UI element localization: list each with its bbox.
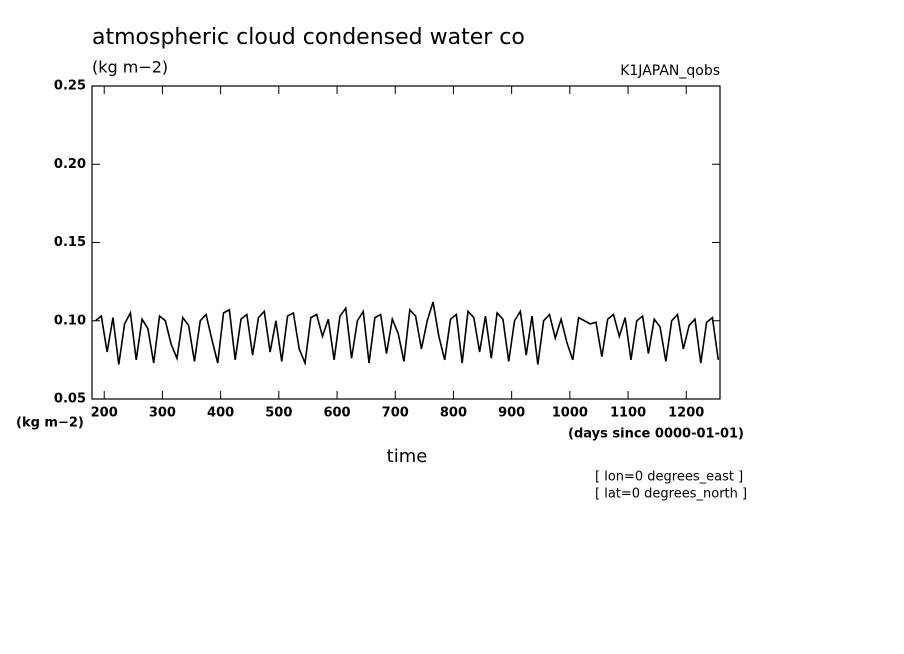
chart-title: atmospheric cloud condensed water co <box>92 25 525 50</box>
x-tick-label: 1000 <box>552 406 588 421</box>
x-unit-label: (days since 0000-01-01) <box>568 427 744 442</box>
annotation: [ lat=0 degrees_north ] <box>595 487 747 502</box>
x-tick-label: 600 <box>323 406 350 421</box>
subtitle: (kg m−2) <box>92 58 168 77</box>
x-tick-label: 500 <box>265 406 292 421</box>
data-line <box>94 301 720 367</box>
x-axis-label: time <box>387 446 428 467</box>
x-tick-label: 1100 <box>610 406 646 421</box>
y-tick-label: 0.25 <box>54 79 86 94</box>
x-tick-label: 800 <box>440 406 467 421</box>
y-tick-label: 0.10 <box>54 313 86 328</box>
x-tick-label: 200 <box>91 406 118 421</box>
dataset-label: K1JAPAN_qobs <box>620 63 720 79</box>
y-tick-label: 0.05 <box>54 392 86 407</box>
y-unit-label: (kg m−2) <box>16 416 84 431</box>
x-tick-label: 300 <box>149 406 176 421</box>
y-tick-label: 0.20 <box>54 157 86 172</box>
x-tick-label: 700 <box>382 406 409 421</box>
y-tick-label: 0.15 <box>54 235 86 250</box>
annotation: [ lon=0 degrees_east ] <box>595 470 743 485</box>
x-tick-label: 900 <box>498 406 525 421</box>
x-tick-label: 1200 <box>668 406 704 421</box>
x-tick-label: 400 <box>207 406 234 421</box>
